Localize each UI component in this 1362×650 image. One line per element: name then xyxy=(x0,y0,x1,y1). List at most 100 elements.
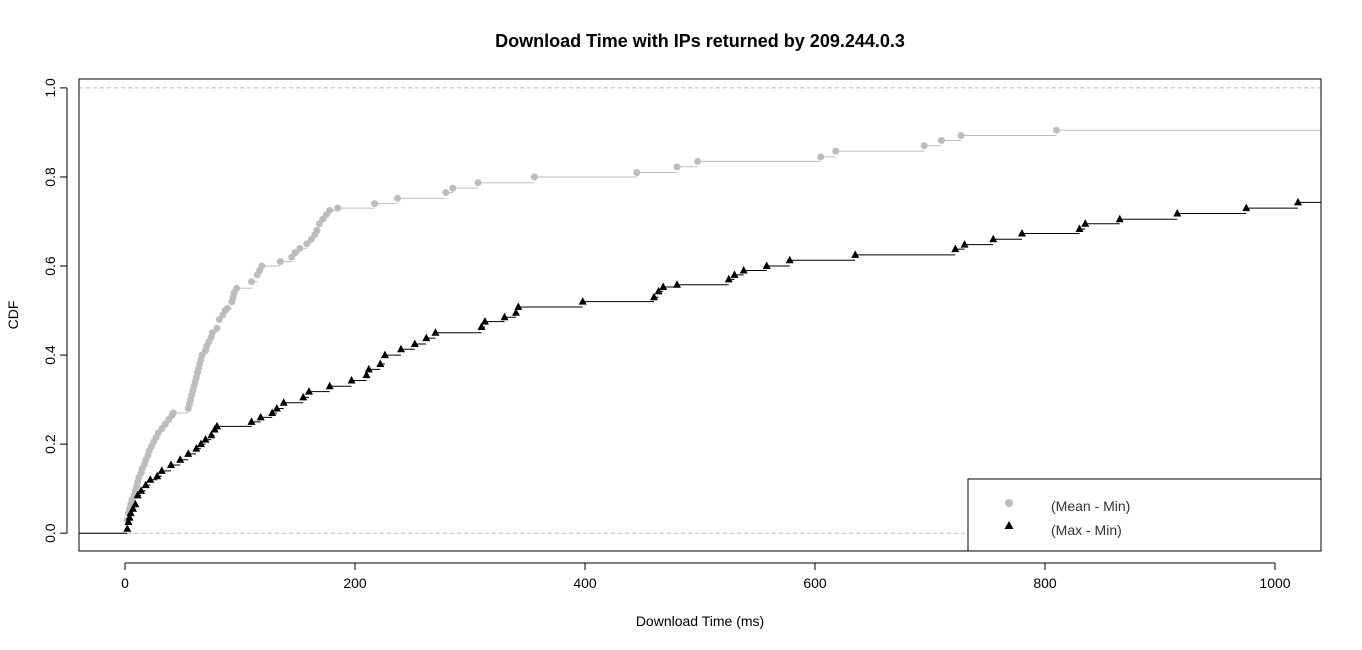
data-point xyxy=(739,265,748,274)
data-point xyxy=(146,475,155,483)
legend-marker-mean-min xyxy=(1005,499,1013,507)
data-point xyxy=(410,339,419,347)
y-tick-label: 0.0 xyxy=(42,523,58,543)
reference-lines xyxy=(79,87,1321,534)
axes: 0 200 400 600 800 1000 0.0 0.2 0.4 0.6 0.8 1.0 xyxy=(42,78,1291,591)
y-axis-label: CDF xyxy=(5,301,21,330)
data-point xyxy=(276,258,284,266)
data-point xyxy=(397,344,405,353)
data-point xyxy=(305,387,313,395)
data-point xyxy=(785,255,794,264)
x-tick-label: 1000 xyxy=(1259,575,1290,591)
plot-frame xyxy=(78,78,1322,552)
data-point xyxy=(208,329,216,337)
data-point xyxy=(213,421,221,430)
x-tick-label: 200 xyxy=(343,575,367,591)
x-tick-label: 800 xyxy=(1033,575,1057,591)
data-point xyxy=(303,240,311,248)
data-point xyxy=(1294,197,1302,206)
data-point xyxy=(673,163,681,171)
data-point xyxy=(176,455,185,463)
x-axis-label: Download Time (ms) xyxy=(636,613,764,629)
legend: (Mean - Min) (Max - Min) xyxy=(967,478,1322,552)
data-point xyxy=(514,302,523,310)
data-point xyxy=(851,250,860,258)
data-point xyxy=(133,490,142,499)
data-point xyxy=(431,328,440,336)
data-point xyxy=(1075,224,1084,233)
data-point xyxy=(201,435,210,443)
data-point xyxy=(449,184,457,192)
data-point xyxy=(325,381,334,390)
y-tick-label: 0.6 xyxy=(42,256,58,276)
y-tick-label: 0.4 xyxy=(42,345,58,365)
data-point xyxy=(169,409,177,417)
data-point xyxy=(371,200,379,208)
data-point xyxy=(477,322,486,331)
data-point xyxy=(272,404,281,412)
data-point xyxy=(137,486,146,494)
data-point xyxy=(296,244,304,252)
legend-box xyxy=(967,478,1322,552)
data-point xyxy=(1018,229,1026,237)
data-point xyxy=(578,297,587,305)
y-tick-label: 0.8 xyxy=(42,167,58,187)
data-point xyxy=(248,278,255,286)
data-point xyxy=(920,142,928,150)
data-point xyxy=(480,317,489,325)
data-point xyxy=(832,147,840,155)
series-step-line xyxy=(79,129,1321,534)
data-point xyxy=(530,173,538,181)
data-point xyxy=(233,284,241,292)
data-point xyxy=(1242,203,1251,212)
data-point xyxy=(362,370,371,379)
data-point xyxy=(960,240,969,248)
data-point xyxy=(394,194,402,202)
data-point xyxy=(422,333,431,342)
data-point xyxy=(989,234,998,243)
data-point xyxy=(326,206,334,214)
data-point xyxy=(184,449,193,457)
series-max-min xyxy=(79,197,1321,534)
legend-marker-max-min xyxy=(1004,521,1014,529)
data-point xyxy=(659,282,668,290)
data-point xyxy=(347,375,356,384)
data-point xyxy=(1081,219,1090,227)
data-point xyxy=(157,466,166,474)
data-point xyxy=(762,261,771,270)
data-point xyxy=(442,189,450,197)
legend-label-max-min: (Max - Min) xyxy=(1051,522,1122,538)
data-point xyxy=(694,157,702,165)
legend-label-mean-min: (Mean - Min) xyxy=(1051,498,1130,514)
y-tick-label: 0.2 xyxy=(42,434,58,454)
series-layer xyxy=(79,126,1321,534)
data-point xyxy=(213,324,221,332)
x-tick-label: 400 xyxy=(573,575,597,591)
data-point xyxy=(141,480,150,489)
data-point xyxy=(512,308,520,316)
data-point xyxy=(125,513,134,521)
data-point xyxy=(256,412,265,421)
data-point xyxy=(124,517,133,526)
data-point xyxy=(223,304,231,312)
x-tick-label: 0 xyxy=(121,575,129,591)
data-point xyxy=(192,444,201,452)
data-point xyxy=(650,292,658,301)
series-mean-min xyxy=(79,126,1321,534)
data-point xyxy=(633,169,641,177)
data-point xyxy=(313,226,321,234)
data-point xyxy=(279,398,288,406)
data-point xyxy=(207,430,216,439)
data-point xyxy=(673,280,681,288)
data-point xyxy=(196,439,205,448)
data-point xyxy=(334,204,342,212)
data-point xyxy=(1115,214,1124,223)
data-point xyxy=(951,244,960,253)
data-point xyxy=(730,270,739,278)
data-point xyxy=(153,471,162,480)
data-point xyxy=(724,274,733,283)
data-point xyxy=(957,132,965,140)
data-point xyxy=(247,417,256,425)
data-point xyxy=(938,136,945,144)
